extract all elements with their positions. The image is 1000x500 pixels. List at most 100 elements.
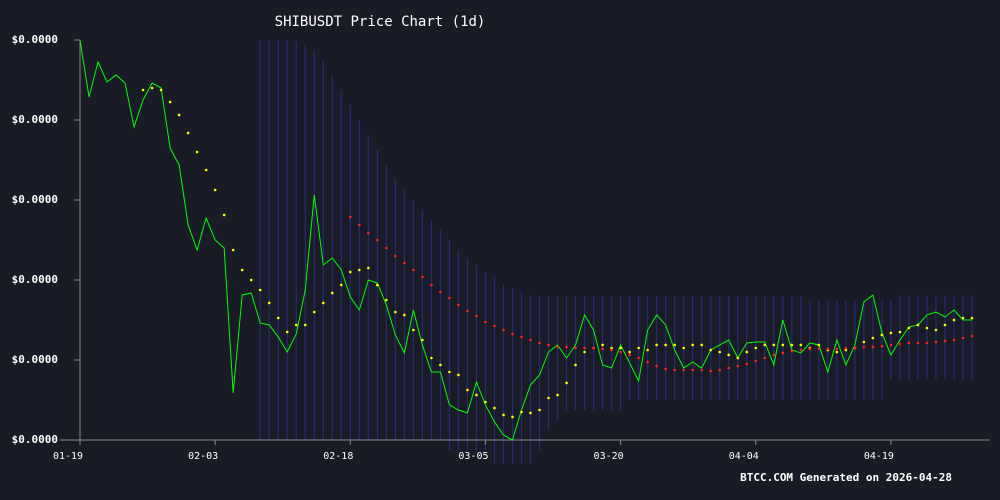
ma-dot: [925, 341, 929, 345]
y-tick-label: $0.0000: [12, 353, 58, 366]
ma-dot: [439, 290, 442, 294]
footer: BTCC.COM Generated on 2026-04-28: [740, 471, 952, 484]
ma-dot: [709, 369, 713, 373]
ma-dot: [727, 366, 731, 370]
ma-dot: [889, 343, 893, 347]
ma-dot: [511, 332, 514, 336]
ma-dot: [538, 408, 541, 412]
ma-dot: [664, 343, 667, 347]
ma-dot: [403, 261, 406, 265]
ma-dot: [871, 336, 875, 340]
ma-dot: [556, 345, 559, 349]
ma-dot: [511, 415, 514, 419]
ma-dot: [303, 323, 307, 327]
ma-dot: [898, 330, 902, 334]
ma-dot: [457, 303, 460, 307]
ma-dot: [430, 356, 433, 360]
ma-dot: [466, 388, 469, 392]
ma-dot: [709, 348, 713, 352]
ma-dot: [448, 296, 451, 300]
x-tick-label: 03-05: [458, 451, 488, 462]
ma-dot: [574, 346, 577, 350]
ma-dot: [826, 347, 830, 351]
ma-dot: [502, 328, 505, 332]
ma-dot: [700, 343, 703, 347]
ma-dot: [781, 351, 785, 355]
y-tick-label: $0.0000: [12, 433, 58, 446]
ma-dot: [691, 368, 694, 372]
ma-dot: [736, 364, 740, 368]
ma-dot: [907, 341, 911, 345]
ma-dot: [385, 298, 388, 302]
ma-dot: [943, 339, 947, 343]
ma-dot: [484, 400, 487, 404]
ma-dot: [844, 346, 848, 350]
ma-dot: [880, 333, 884, 337]
ma-dot: [339, 283, 343, 287]
ma-dot: [294, 323, 298, 327]
ma-dot: [646, 360, 649, 364]
ma-dot: [934, 340, 938, 344]
y-tick-label: $0.0000: [12, 273, 58, 286]
y-tick-label: $0.0000: [12, 193, 58, 206]
ma-dot: [943, 323, 947, 327]
ma-dot: [421, 338, 424, 342]
ma-dot: [565, 381, 568, 385]
ma-dot: [628, 350, 631, 354]
ma-dot: [655, 343, 658, 347]
ma-dot: [907, 326, 911, 330]
ma-dot: [358, 223, 361, 227]
y-tick-label: $0.0000: [12, 113, 58, 126]
ma-dot: [457, 373, 460, 377]
ma-dot: [727, 353, 731, 357]
ma-dot: [646, 348, 649, 352]
ma-dot: [610, 348, 613, 352]
ma-dot: [168, 100, 172, 104]
x-tick-label: 02-18: [323, 451, 353, 462]
ma-dot: [916, 323, 920, 327]
ma-dot: [430, 283, 433, 287]
ma-dot: [745, 362, 749, 366]
ma-dot: [772, 353, 776, 357]
ma-dot: [619, 350, 622, 354]
y-tick-label: $0.0000: [12, 33, 58, 46]
ma-dot: [394, 310, 397, 314]
ma-dot: [150, 86, 154, 90]
ma-dot: [349, 270, 352, 274]
ma-dot: [691, 343, 694, 347]
ma-dot: [520, 410, 523, 414]
ma-dot: [673, 343, 676, 347]
price-line: [79, 39, 972, 441]
ma-dot: [763, 343, 767, 347]
ma-dot: [520, 335, 523, 339]
ma-dot: [403, 313, 406, 317]
ma-dot: [844, 348, 848, 352]
ma-dot: [898, 342, 902, 346]
ma-dot: [466, 309, 469, 313]
ma-dot: [862, 345, 866, 349]
ma-dot: [330, 291, 334, 295]
ma-dot: [412, 328, 415, 332]
x-tick-label: 04-04: [729, 451, 759, 462]
ma-dot: [799, 343, 803, 347]
ma-dot: [808, 347, 812, 351]
ma-dot: [853, 346, 857, 350]
ma-dot: [231, 248, 235, 252]
ma-dot: [421, 275, 424, 279]
ma-dot: [781, 343, 785, 347]
ma-dot: [601, 347, 604, 351]
ma-dot: [817, 343, 821, 347]
chart-title: SHIBUSDT Price Chart (1d): [275, 14, 486, 30]
ma-dot: [961, 316, 965, 320]
ma-dot: [222, 213, 226, 217]
ma-dot: [790, 349, 794, 353]
ma-dot: [961, 336, 965, 340]
ma-dot: [772, 343, 776, 347]
ma-dot: [889, 331, 893, 335]
ma-dot: [790, 343, 794, 347]
ma-dot: [700, 368, 703, 372]
ma-dot: [538, 341, 541, 345]
ma-dot: [934, 328, 938, 332]
ma-dot: [556, 393, 559, 397]
